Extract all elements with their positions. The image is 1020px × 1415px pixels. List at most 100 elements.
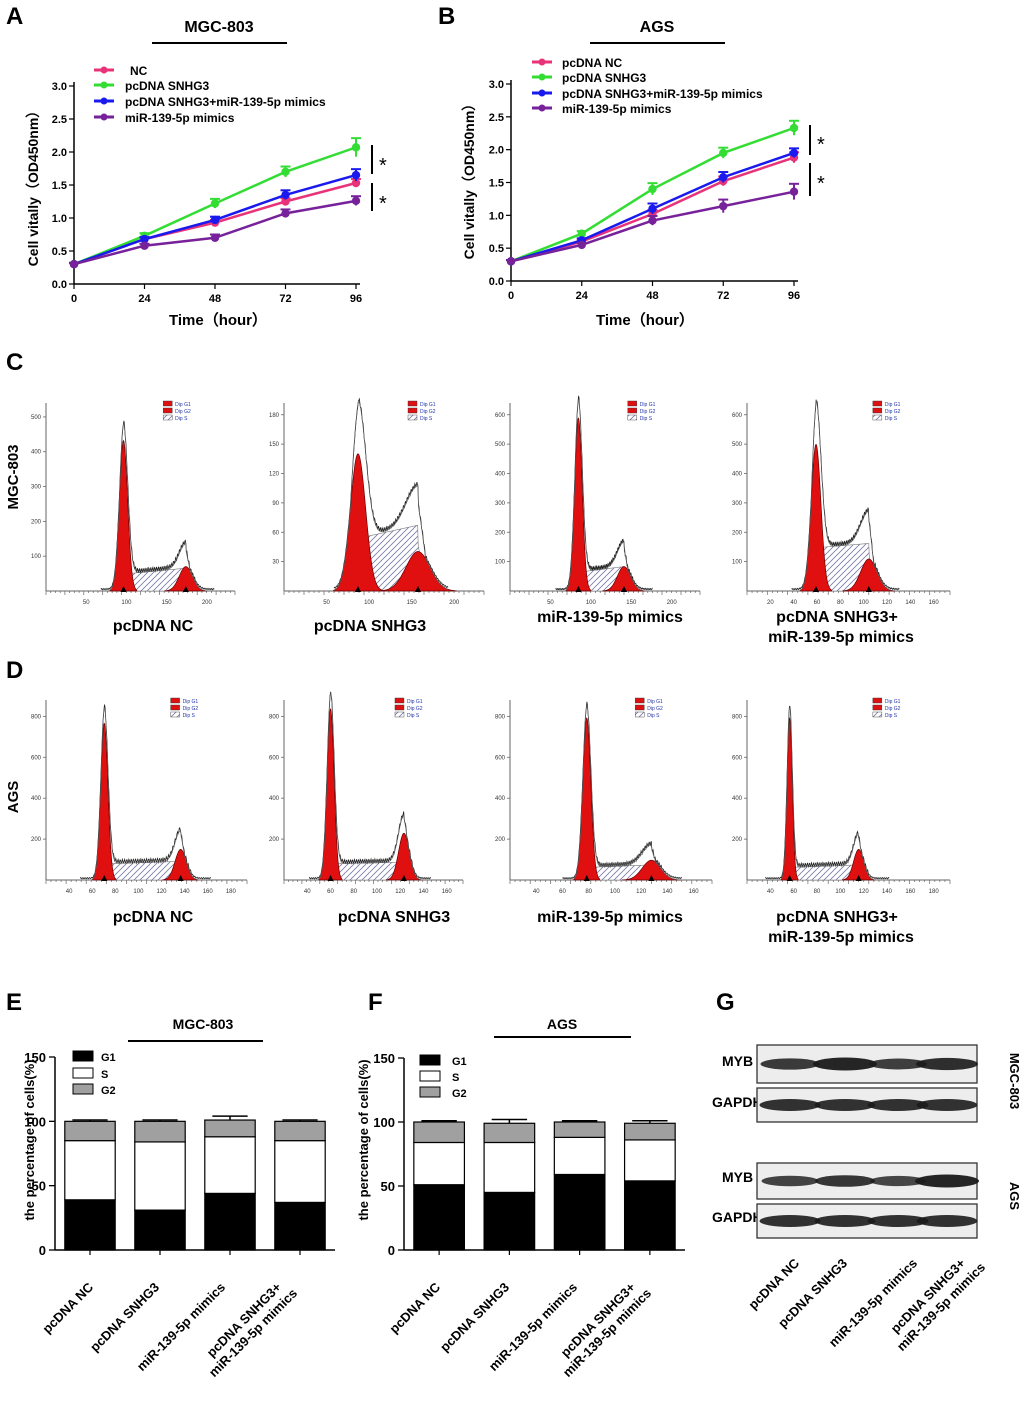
- blot-side-label: MGC-803: [1007, 1053, 1020, 1109]
- bar-segment: [134, 1120, 186, 1143]
- data-point: [210, 215, 220, 225]
- x-tick-label: 40: [790, 600, 797, 606]
- data-point: [648, 184, 657, 194]
- g1-peak: [92, 722, 117, 881]
- bar-segment: [274, 1140, 326, 1203]
- legend-label: Dip G2: [420, 409, 436, 415]
- x-tick-label: 60: [89, 889, 96, 895]
- x-tick-label: 50: [323, 600, 330, 606]
- data-point: [281, 190, 290, 200]
- x-tick-label: 140: [905, 600, 916, 606]
- legend: G1 S G2: [72, 1050, 116, 1097]
- legend-item: pcDNA SNHG3+miR-139-5p mimics: [532, 87, 763, 101]
- fit-curve: [333, 400, 449, 591]
- legend-swatch: [394, 704, 405, 711]
- y-tick-label: 400: [31, 796, 42, 802]
- data-point: [140, 234, 149, 244]
- y-tick-label: 200: [31, 519, 42, 525]
- x-tick-label: 200: [667, 600, 678, 606]
- x-tick-label: 120: [636, 889, 647, 895]
- x-tick-label: 180: [226, 889, 237, 895]
- x-tick-label: 80: [837, 600, 844, 606]
- peak-marker: [400, 875, 407, 881]
- flow-caption: miR-139-5p mimics: [768, 929, 914, 946]
- data-histogram: [764, 705, 890, 880]
- bar-segment: [204, 1192, 256, 1251]
- y-tick-label: 60: [272, 530, 279, 536]
- bar-segment: [483, 1141, 536, 1193]
- series-line: [510, 190, 795, 263]
- y-tick-label: 200: [495, 530, 506, 536]
- y-tick-label: 400: [732, 796, 743, 802]
- blot-band: [759, 1099, 821, 1111]
- panel-label-f: F: [368, 989, 383, 1016]
- x-tick-label: 100: [610, 889, 621, 895]
- legend-swatch: [170, 711, 180, 718]
- x-tick-label: 80: [112, 889, 119, 895]
- category-labels-g: pcDNA NC pcDNA SNHG3 miR-139-5p mimics p…: [745, 1255, 988, 1354]
- legend-swatch: [872, 400, 883, 407]
- legend-swatch: [407, 407, 418, 414]
- y-tick-label: 3.0: [489, 79, 504, 91]
- category-labels-e: pcDNA NC pcDNA SNHG3 miR-139-5p mimics p…: [39, 1279, 300, 1380]
- y-tick-label: 180: [269, 413, 280, 419]
- x-tick-label: 24: [138, 293, 151, 305]
- legend-swatch: [635, 704, 645, 711]
- growth-chart-mgc803: MGC-803 Cell vitally（OD450nm） Time（hour）…: [25, 19, 387, 329]
- y-tick-label: 0.0: [52, 279, 67, 291]
- y-tick-label: 200: [31, 837, 42, 843]
- legend-label: Dip G1: [183, 699, 199, 705]
- legend-label: Dip S: [420, 416, 433, 422]
- legend-label: G2: [101, 1085, 116, 1097]
- bar-segment: [413, 1141, 466, 1186]
- data-point: [789, 187, 799, 196]
- x-tick-label: 50: [547, 600, 554, 606]
- bar-segment: [553, 1173, 606, 1251]
- legend-label: Dip G1: [885, 699, 901, 705]
- legend-swatch: [407, 414, 418, 421]
- y-tick-label: 400: [269, 796, 280, 802]
- y-tick-label: 200: [495, 837, 506, 843]
- y-tick-label: 100: [373, 1115, 395, 1130]
- group-title: AGS: [547, 1016, 577, 1032]
- x-tick-label: 60: [814, 600, 821, 606]
- x-tick-label: 120: [395, 889, 406, 895]
- blot-row-label: MYB: [722, 1169, 753, 1185]
- legend-item: miR-139-5p mimics: [94, 111, 235, 125]
- y-tick-label: 0.0: [489, 276, 504, 288]
- blot-strips: [756, 1044, 979, 1239]
- y-axis-label: Cell vitally（OD450nm）: [25, 104, 41, 267]
- x-tick-label: 140: [180, 889, 191, 895]
- y-tick-label: 500: [31, 415, 42, 421]
- legend-label: Dip G2: [885, 706, 901, 712]
- x-tick-label: 0: [508, 290, 514, 302]
- legend-label: Dip S: [175, 416, 188, 422]
- panel-label-g: G: [716, 989, 735, 1016]
- peak-marker: [786, 875, 793, 881]
- legend-label: pcDNA SNHG3: [562, 71, 647, 85]
- bar-segment: [623, 1180, 676, 1251]
- y-tick-label: 100: [732, 560, 743, 566]
- panel-label-b: B: [438, 3, 455, 30]
- category-label: pcDNA SNHG3: [437, 1280, 512, 1355]
- bar-segment: [134, 1141, 186, 1211]
- g1-peak: [565, 417, 591, 592]
- x-tick-label: 72: [279, 293, 291, 305]
- legend-label: Dip G1: [420, 402, 436, 408]
- legend-label: Dip S: [640, 416, 653, 422]
- x-tick-label: 120: [882, 600, 893, 606]
- x-tick-label: 160: [929, 600, 940, 606]
- y-tick-label: 300: [495, 501, 506, 507]
- y-tick-label: 2.5: [489, 112, 504, 124]
- data-point: [719, 201, 728, 211]
- y-tick-label: 400: [495, 472, 506, 478]
- blot-band: [815, 1175, 875, 1187]
- legend-swatch: [872, 704, 883, 711]
- peak-marker: [648, 875, 655, 881]
- series-line: [73, 199, 357, 266]
- peak-marker: [865, 586, 872, 592]
- legend-item: NC: [94, 64, 148, 78]
